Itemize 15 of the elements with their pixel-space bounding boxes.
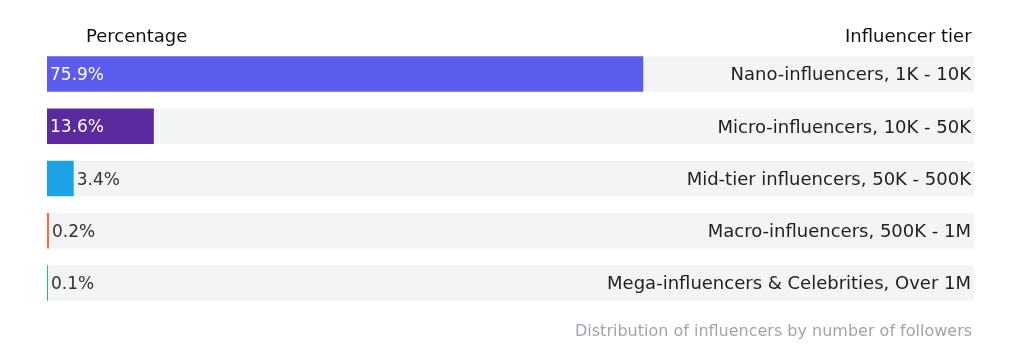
y-tick-label: Mid-tier influencers, 50K - 500K: [686, 167, 973, 189]
y-tick-label: Mega-influencers & Celebrities, Over 1M: [607, 272, 971, 294]
bar: [47, 160, 74, 197]
bar: [47, 108, 154, 145]
data-label: 0.2%: [52, 220, 96, 241]
data-label: 13.6%: [50, 116, 105, 137]
x-axis-title: Percentage: [86, 25, 188, 46]
data-label: 0.1%: [51, 272, 95, 293]
y-tick-label: Macro-influencers, 500K - 1M: [707, 220, 971, 241]
y-tick-label: Micro-influencers, 10K - 50K: [717, 115, 973, 137]
text: Distribution of influencers by number of followers: [575, 321, 973, 340]
y-tick-label: Nano-influencers, 1K - 10K: [730, 63, 973, 85]
data-label: 75.9%: [50, 64, 105, 85]
y-axis-title: Influencer tier: [845, 25, 973, 46]
data-label: 3.4%: [76, 168, 120, 189]
